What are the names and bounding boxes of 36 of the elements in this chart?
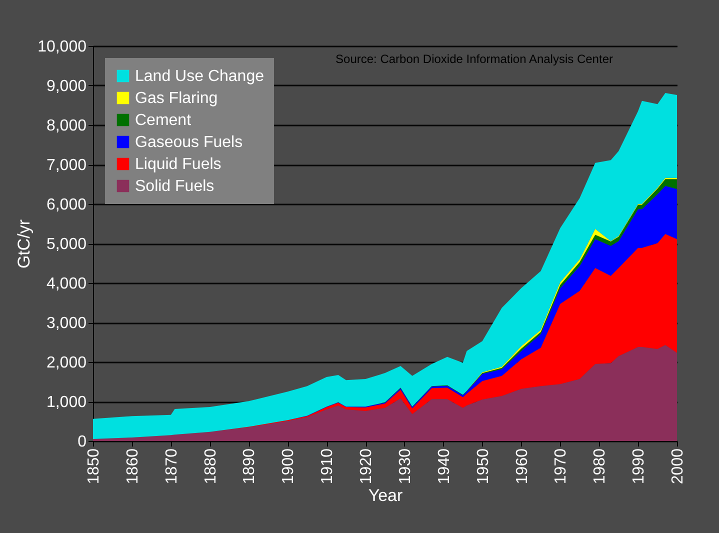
y-tick-label: 0 xyxy=(78,434,87,450)
x-tick-label: 1930 xyxy=(396,448,414,484)
x-tick-label: 1960 xyxy=(514,448,531,484)
legend-label: Solid Fuels xyxy=(135,178,214,195)
x-tick-label: 1910 xyxy=(319,448,336,484)
y-tick-label: 5,000 xyxy=(46,236,87,253)
x-tick-label: 1890 xyxy=(241,448,258,484)
y-axis-title: GtC/yr xyxy=(14,219,34,269)
legend-label: Liquid Fuels xyxy=(135,156,222,173)
x-tick-label: 1900 xyxy=(280,448,298,484)
y-tick-label: 6,000 xyxy=(46,196,87,214)
x-tick-label: 1940 xyxy=(436,448,453,484)
annotation: Source: Carbon Dioxide Information Analysis Center xyxy=(336,52,613,66)
x-tick-label: 1970 xyxy=(552,448,570,484)
y-tick-label: 4,000 xyxy=(46,276,87,292)
y-tick-label: 7,000 xyxy=(46,157,87,174)
x-tick-label: 1950 xyxy=(474,448,492,484)
y-tick-label: 2,000 xyxy=(46,354,87,372)
y-tick-label: 10,000 xyxy=(38,38,87,56)
x-tick-label: 1870 xyxy=(163,448,180,484)
legend-label: Cement xyxy=(135,112,192,129)
legend-label: Gas Flaring xyxy=(135,90,218,107)
legend-label: Land Use Change xyxy=(135,68,264,85)
x-axis-title: Year xyxy=(368,486,404,506)
x-tick-label: 1880 xyxy=(202,448,220,484)
x-tick-label: 1980 xyxy=(592,448,609,484)
x-tick-label: 1990 xyxy=(630,448,648,484)
legend-label: Gaseous Fuels xyxy=(135,134,243,151)
x-tick-label: 1920 xyxy=(358,448,376,484)
y-tick-label: 3,000 xyxy=(46,315,87,332)
y-tick-label: 9,000 xyxy=(46,78,87,95)
x-tick-label: 1850 xyxy=(86,448,102,484)
y-tick-label: 1,000 xyxy=(46,394,87,411)
x-tick-label: 2000 xyxy=(670,448,686,484)
x-tick-label: 1860 xyxy=(124,448,142,484)
y-tick-label: 8,000 xyxy=(46,118,87,134)
